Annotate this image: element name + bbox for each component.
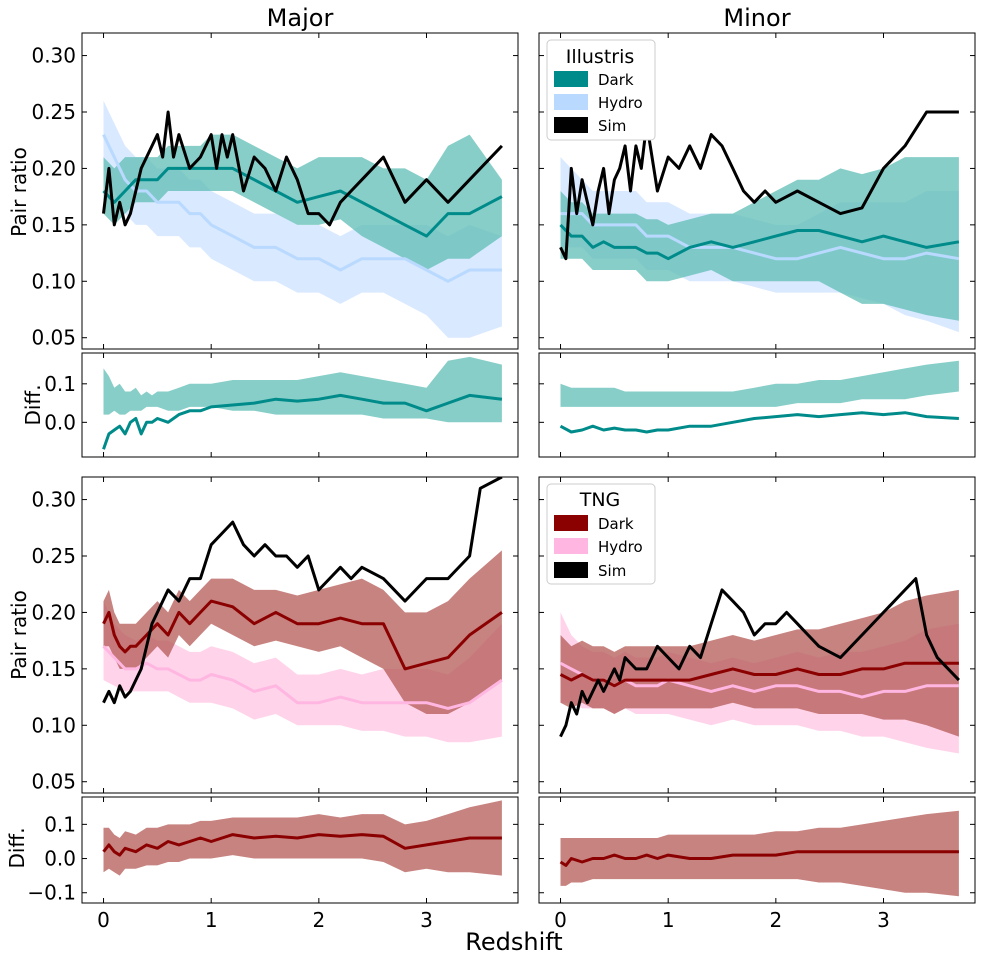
x-tick-label: 2	[312, 908, 325, 932]
y-tick-label: 0.30	[31, 44, 76, 68]
series-line-dark-hydro	[102, 393, 503, 450]
series-line-sim	[102, 110, 503, 227]
col-title-major: Major	[267, 4, 334, 32]
x-axis-label: Redshift	[465, 928, 562, 956]
legend-box	[546, 483, 656, 585]
series-line-hydro	[102, 645, 503, 710]
y-tick-label: −0.1	[27, 881, 76, 905]
legend-label-dark: Dark	[598, 71, 634, 89]
legend-swatch-dark	[554, 71, 588, 87]
panel-0: 0.05 0.10 0.15 0.20 0.25 0.30	[31, 32, 519, 350]
y-tick-label: 0.0	[44, 410, 76, 434]
panels-layer: 0.050.100.150.200.250.300.00.10.050.100.…	[27, 32, 976, 932]
legend-swatch-sim	[554, 562, 588, 578]
series-line-dark	[559, 223, 960, 261]
series-line-dark	[102, 166, 503, 238]
y-tick-label: 0.10	[31, 713, 76, 737]
x-tick-label: 2	[769, 908, 782, 932]
x-tick-label: 1	[205, 908, 218, 932]
legend-label-sim: Sim	[598, 117, 626, 135]
y-tick-label: 0.20	[31, 156, 76, 180]
panel-4: 0.05 0.10 0.15 0.20 0.25 0.30	[31, 476, 519, 794]
plot-area	[559, 360, 959, 434]
series-line-sim	[559, 110, 959, 261]
y-label-illustris-ratio: Pair ratio	[7, 147, 31, 237]
plot-area	[102, 477, 503, 743]
y-tick-label: 0.25	[31, 100, 76, 124]
legend-label-hydro: Hydro	[598, 94, 643, 112]
legend-swatch-dark	[554, 515, 588, 531]
x-tick-label: 3	[420, 908, 433, 932]
y-tick-label: 0.20	[31, 600, 76, 624]
legend-label-sim: Sim	[598, 562, 626, 580]
panel-1	[538, 32, 976, 350]
panel-frame	[538, 796, 976, 904]
y-tick-label: 0.30	[31, 488, 76, 512]
x-tick-label: 3	[877, 908, 890, 932]
plot-area	[102, 356, 503, 450]
legend-swatch-hydro	[554, 94, 588, 110]
band-dark	[103, 550, 502, 714]
plot-area	[559, 110, 960, 333]
plot-area	[559, 577, 960, 754]
panel-5	[538, 476, 976, 794]
series-line-dark	[102, 599, 503, 671]
panel-frame	[81, 32, 519, 350]
legend-tng: TNG Dark Hydro Sim	[546, 483, 656, 585]
y-label-tng-diff: Diff.	[5, 827, 29, 868]
legend-illustris: Illustris Dark Hydro Sim	[546, 39, 656, 141]
series-line-dark-hydro	[559, 411, 959, 434]
y-tick-label: 0.15	[31, 213, 76, 237]
x-tick-label: 1	[662, 908, 675, 932]
y-tick-label: 0.05	[31, 770, 76, 794]
band-dark-hydro	[560, 360, 959, 407]
panel-2: 0.0 0.1	[44, 352, 519, 458]
series-line-dark-hydro	[102, 833, 502, 857]
panel-frame	[81, 476, 519, 794]
y-tick-label: 0.0	[44, 847, 76, 871]
panel-7: 0 1 2 3	[538, 796, 976, 932]
y-tick-label: 0.05	[31, 326, 76, 350]
y-tick-label: 0.10	[31, 269, 76, 293]
legend-swatch-sim	[554, 117, 588, 133]
plot-area	[559, 810, 959, 897]
x-tick-label: 0	[554, 908, 567, 932]
band-dark-hydro	[560, 810, 959, 897]
panel-frame	[81, 352, 519, 458]
series-line-hydro	[560, 212, 960, 261]
panel-frame	[538, 476, 976, 794]
panel-3	[538, 352, 976, 458]
legend-title: Illustris	[566, 46, 635, 68]
x-tick-label: 0	[97, 908, 110, 932]
y-tick-label: 0.25	[31, 544, 76, 568]
legend-box	[546, 39, 656, 141]
y-tick-label: 0.15	[31, 657, 76, 681]
y-label-illustris-diff: Diff.	[21, 384, 45, 425]
series-line-dark	[559, 661, 959, 688]
band-hydro	[103, 100, 502, 338]
y-label-tng-ratio: Pair ratio	[7, 590, 31, 680]
series-line-sim	[559, 577, 960, 738]
plot-area	[102, 100, 503, 338]
legend-label-hydro: Hydro	[598, 538, 643, 556]
panel-frame	[538, 32, 976, 350]
band-dark	[560, 589, 959, 737]
panel-frame	[538, 352, 976, 458]
col-title-minor: Minor	[723, 4, 790, 32]
band-hydro	[103, 601, 502, 743]
legend-label-dark: Dark	[598, 515, 634, 533]
series-line-hydro	[102, 133, 502, 283]
panel-6: 0 1 2 3 −0.1 0.0 0.1	[27, 796, 519, 932]
panel-frame	[81, 796, 519, 904]
legend-swatch-hydro	[554, 538, 588, 554]
plot-area	[102, 800, 502, 876]
series-line-sim	[102, 477, 503, 705]
band-dark-hydro	[103, 356, 502, 423]
y-tick-label: 0.1	[44, 372, 76, 396]
legend-title: TNG	[579, 489, 621, 511]
series-line-dark-hydro	[559, 850, 959, 867]
y-tick-label: 0.1	[44, 812, 76, 836]
